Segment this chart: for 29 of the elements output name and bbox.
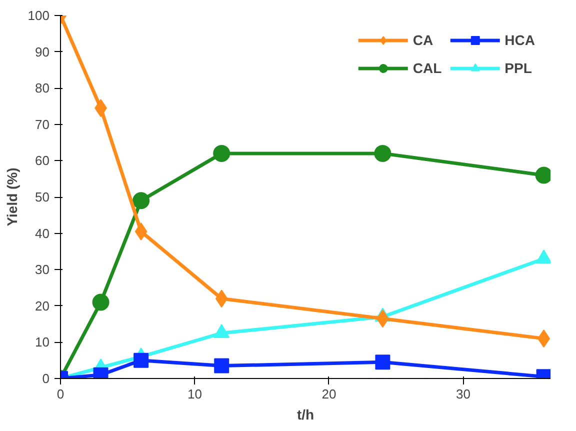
- y-tick-label: 40: [35, 226, 50, 241]
- x-tick-label: 20: [322, 386, 336, 402]
- y-tick-label: 30: [35, 262, 50, 278]
- y-tick-label: 90: [35, 44, 50, 60]
- y-tick-label: 10: [35, 334, 50, 350]
- point: [134, 222, 148, 240]
- point: [214, 324, 230, 338]
- point: [536, 250, 550, 264]
- point: [213, 144, 230, 162]
- x-axis-title: t/h: [296, 406, 314, 422]
- y-tick-label: 20: [35, 298, 50, 314]
- legend-label: HCA: [504, 32, 535, 48]
- y-tick-label: 100: [28, 8, 50, 23]
- x-tick-label: 0: [56, 386, 64, 402]
- y-axis-title: Yield (%): [4, 168, 20, 226]
- point: [215, 290, 228, 308]
- legend-label: PPL: [504, 60, 532, 76]
- y-tick-label: 70: [35, 116, 50, 132]
- y-tick-label: 60: [35, 153, 50, 168]
- y-tick-label: 80: [35, 80, 50, 96]
- x-tick-label: 10: [188, 386, 202, 402]
- point: [92, 294, 110, 311]
- x-tick-label: 30: [456, 386, 470, 402]
- y-tick-label: 50: [35, 190, 50, 204]
- point: [374, 144, 392, 162]
- point: [132, 192, 150, 210]
- legend-label: CAL: [412, 60, 442, 76]
- legend-label: CA: [412, 32, 434, 48]
- y-tick-label: 0: [42, 371, 50, 386]
